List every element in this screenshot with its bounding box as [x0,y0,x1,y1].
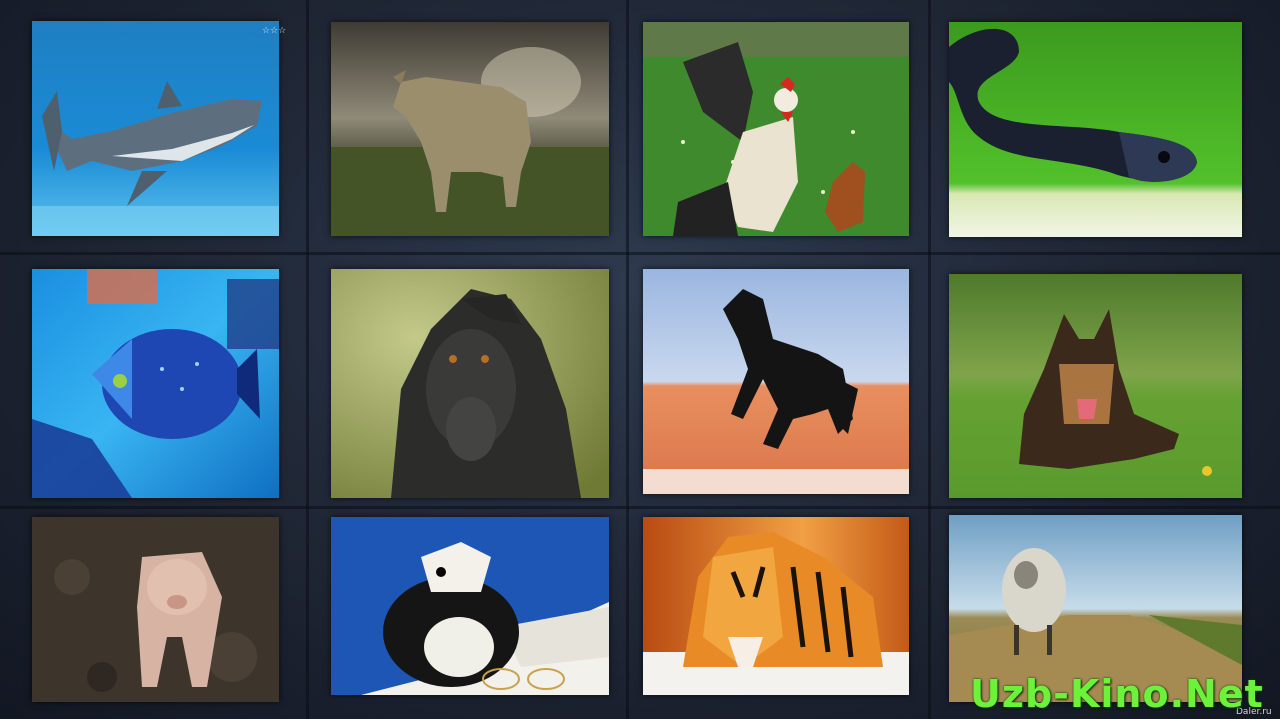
pig-photo [32,517,279,702]
bull-photo [331,22,609,236]
tiger-photo [643,517,909,695]
backdrop-divider [306,0,309,719]
image-mark: Daler.ru [1236,707,1272,717]
backdrop-divider [0,252,1280,255]
backdrop-divider [626,0,629,719]
guinea-pig-photo [331,517,609,695]
image-mark: ☆☆☆ [262,26,287,36]
horse-photo [643,269,909,494]
monkey-photo [331,269,609,498]
watermark-logo: Uzb-Kino.Net [970,672,1264,716]
backdrop-divider [928,0,931,719]
backdrop-divider [0,506,1280,509]
tropical-fish-photo [32,269,279,498]
snake-photo [949,22,1242,237]
sheep-photo [949,515,1242,702]
shark-photo [32,21,279,236]
rooster-photo [643,22,909,236]
dog-photo [949,274,1242,498]
